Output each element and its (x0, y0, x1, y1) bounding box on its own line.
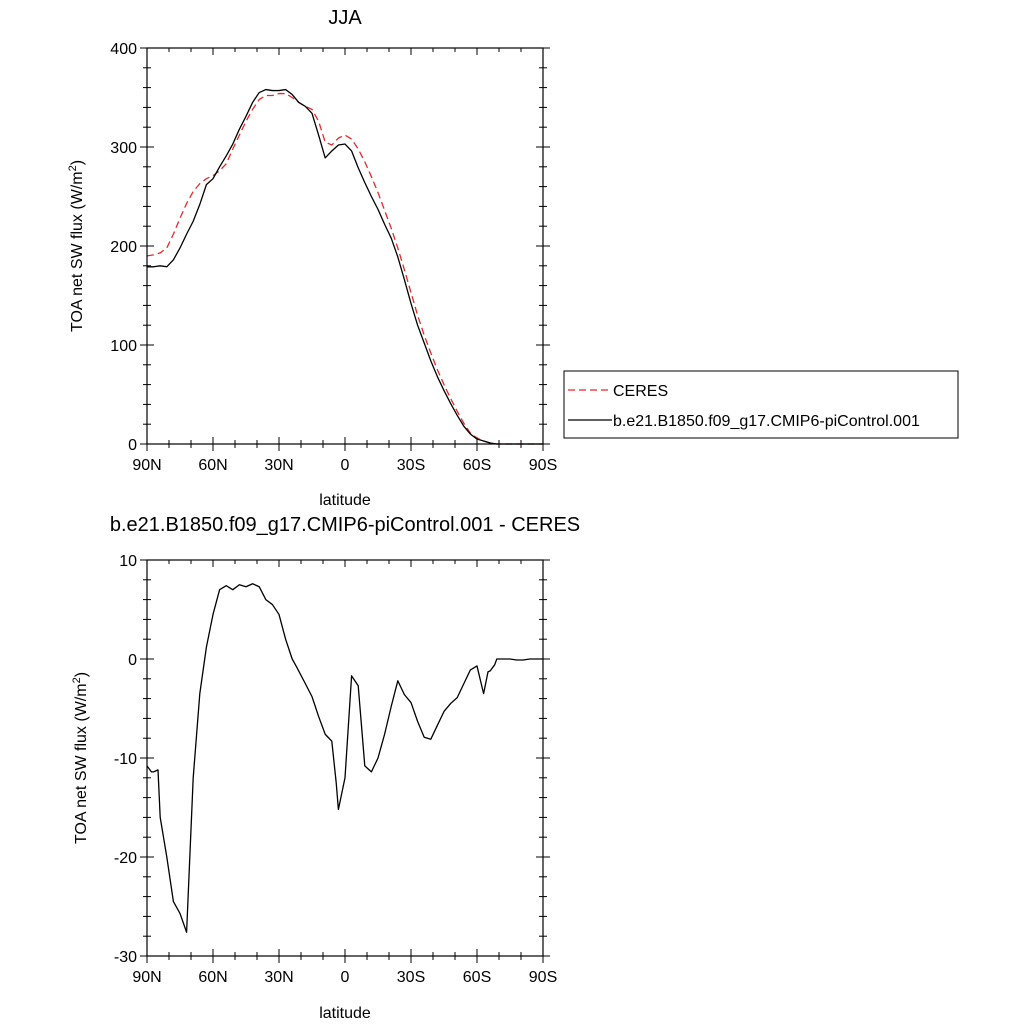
y-tick-label: 300 (110, 140, 137, 157)
top-chart: JJA 90N 60N 30N 0 30S 60S 90S 0 100 200 300 400 lat… (67, 7, 557, 509)
x-axis-label: latitude (319, 1005, 371, 1022)
x-tick-label: 30S (397, 457, 425, 474)
tick-group: 90N 60N 30N 0 30S 60S 90S -30 -20 -10 0 10 (114, 553, 557, 986)
chart-title: JJA (328, 7, 362, 29)
x-tick-label: 90N (132, 969, 161, 986)
series-group (146, 88, 543, 445)
x-tick-label: 30S (397, 969, 425, 986)
plot-frame (146, 559, 544, 957)
x-tick-label: 60N (198, 457, 227, 474)
y-tick-label: 0 (128, 437, 137, 454)
x-tick-label: 30N (264, 969, 293, 986)
x-axis-label: latitude (319, 492, 371, 509)
y-tick-label: 0 (128, 652, 137, 669)
chart-title: b.e21.B1850.f09_g17.CMIP6-piControl.001 … (110, 514, 580, 536)
series-line-ceres (146, 92, 543, 445)
series-group (146, 583, 543, 933)
x-tick-label: 90N (132, 457, 161, 474)
x-tick-label: 60N (198, 969, 227, 986)
x-tick-label: 60S (463, 457, 491, 474)
y-tick-label: 400 (110, 41, 137, 58)
y-tick-label: 100 (110, 338, 137, 355)
y-tick-label: -30 (114, 949, 137, 966)
legend-label-ceres: CERES (613, 383, 668, 400)
series-line-diff-0 (146, 583, 543, 933)
x-tick-label: 60S (463, 969, 491, 986)
bottom-chart: b.e21.B1850.f09_g17.CMIP6-piControl.001 … (71, 514, 580, 1022)
x-tick-label: 30N (264, 457, 293, 474)
y-tick-label: 200 (110, 239, 137, 256)
y-tick-label: 10 (119, 553, 137, 570)
x-tick-label: 0 (341, 969, 350, 986)
y-axis-label: TOA net SW flux (W/m2) (67, 160, 86, 332)
y-axis-label: TOA net SW flux (W/m2) (71, 672, 90, 844)
y-tick-label: -20 (114, 850, 137, 867)
y-tick-label: -10 (114, 751, 137, 768)
x-tick-label: 0 (341, 457, 350, 474)
series-line-b-e21-b1850-f09-g17-cmip6-picontrol-001 (147, 88, 543, 445)
legend: CERES b.e21.B1850.f09_g17.CMIP6-piContro… (563, 370, 959, 439)
x-tick-label: 90S (529, 969, 557, 986)
tick-group: 90N 60N 30N 0 30S 60S 90S 0 100 200 300 400 (110, 41, 557, 474)
plot-frame (146, 47, 544, 445)
x-tick-label: 90S (529, 457, 557, 474)
legend-label-model: b.e21.B1850.f09_g17.CMIP6-piControl.001 (613, 413, 920, 430)
legend-box (563, 370, 959, 439)
